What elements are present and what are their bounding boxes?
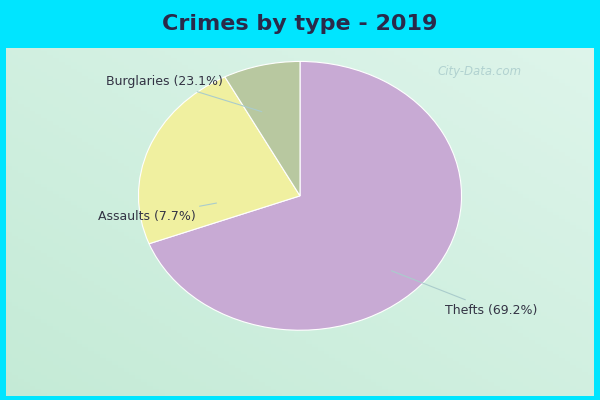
Text: Burglaries (23.1%): Burglaries (23.1%) [106, 75, 262, 112]
Text: Thefts (69.2%): Thefts (69.2%) [391, 271, 538, 316]
Bar [0, 48, 12, 396]
Text: Crimes by type - 2019: Crimes by type - 2019 [163, 14, 437, 34]
Text: Assaults (7.7%): Assaults (7.7%) [98, 203, 217, 222]
Wedge shape [149, 62, 461, 330]
Text: City-Data.com: City-Data.com [438, 66, 522, 78]
Wedge shape [225, 62, 300, 196]
Bar [582, 48, 600, 396]
Bar [0, 390, 600, 400]
Wedge shape [139, 77, 300, 244]
Bar [0, 0, 600, 48]
